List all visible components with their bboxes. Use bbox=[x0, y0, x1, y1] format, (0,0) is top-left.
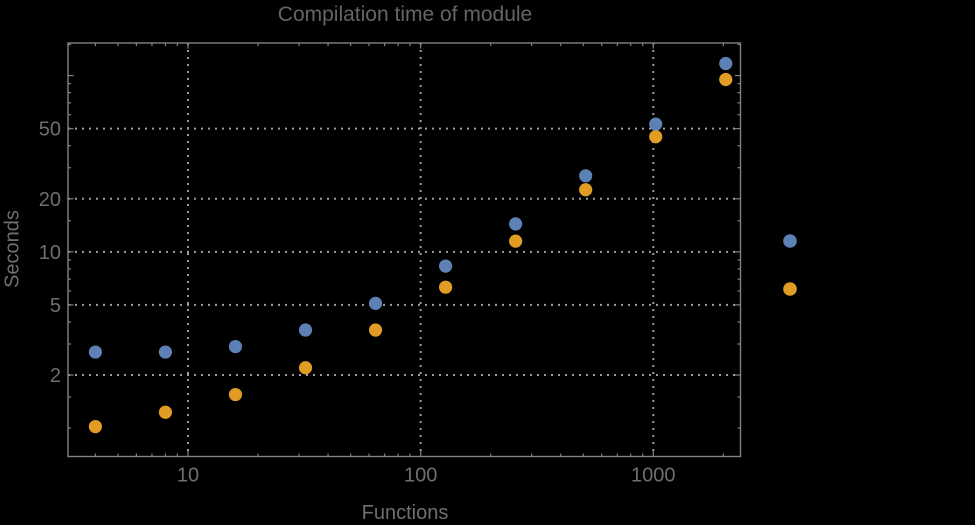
data-point-series-2 bbox=[298, 361, 313, 375]
x-tick-label: 100 bbox=[404, 465, 437, 487]
data-point-series-1 bbox=[158, 345, 173, 359]
legend-marker-series-1 bbox=[783, 234, 797, 248]
data-point-series-2 bbox=[509, 234, 523, 248]
data-point-series-1 bbox=[438, 259, 453, 273]
data-point-series-1 bbox=[649, 117, 663, 131]
plot-frame bbox=[67, 42, 742, 458]
x-axis-label: Functions bbox=[361, 502, 449, 524]
y-tick-label: 10 bbox=[39, 242, 61, 264]
data-point-series-2 bbox=[438, 280, 453, 294]
data-point-series-1 bbox=[579, 169, 593, 183]
data-point-series-2 bbox=[368, 323, 383, 337]
chart-title: Compilation time of module bbox=[277, 3, 533, 26]
data-point-series-1 bbox=[509, 217, 523, 231]
data-point-series-1 bbox=[298, 323, 313, 337]
y-tick-label: 5 bbox=[50, 295, 61, 317]
data-point-series-1 bbox=[368, 296, 383, 310]
x-tick-label: 1000 bbox=[631, 465, 676, 487]
data-point-series-2 bbox=[158, 405, 173, 419]
data-point-series-2 bbox=[649, 130, 663, 144]
data-point-series-2 bbox=[228, 387, 243, 402]
legend-marker-series-2 bbox=[783, 282, 797, 296]
data-point-series-1 bbox=[88, 345, 102, 359]
y-tick-label: 2 bbox=[50, 365, 61, 387]
data-point-series-1 bbox=[719, 56, 733, 71]
data-point-series-1 bbox=[228, 339, 243, 354]
data-point-series-2 bbox=[88, 419, 102, 434]
x-tick-label: 10 bbox=[177, 465, 199, 487]
data-point-series-2 bbox=[579, 183, 593, 197]
data-point-series-2 bbox=[719, 72, 733, 87]
y-tick-label: 50 bbox=[39, 119, 61, 141]
y-tick-label: 20 bbox=[39, 189, 61, 211]
